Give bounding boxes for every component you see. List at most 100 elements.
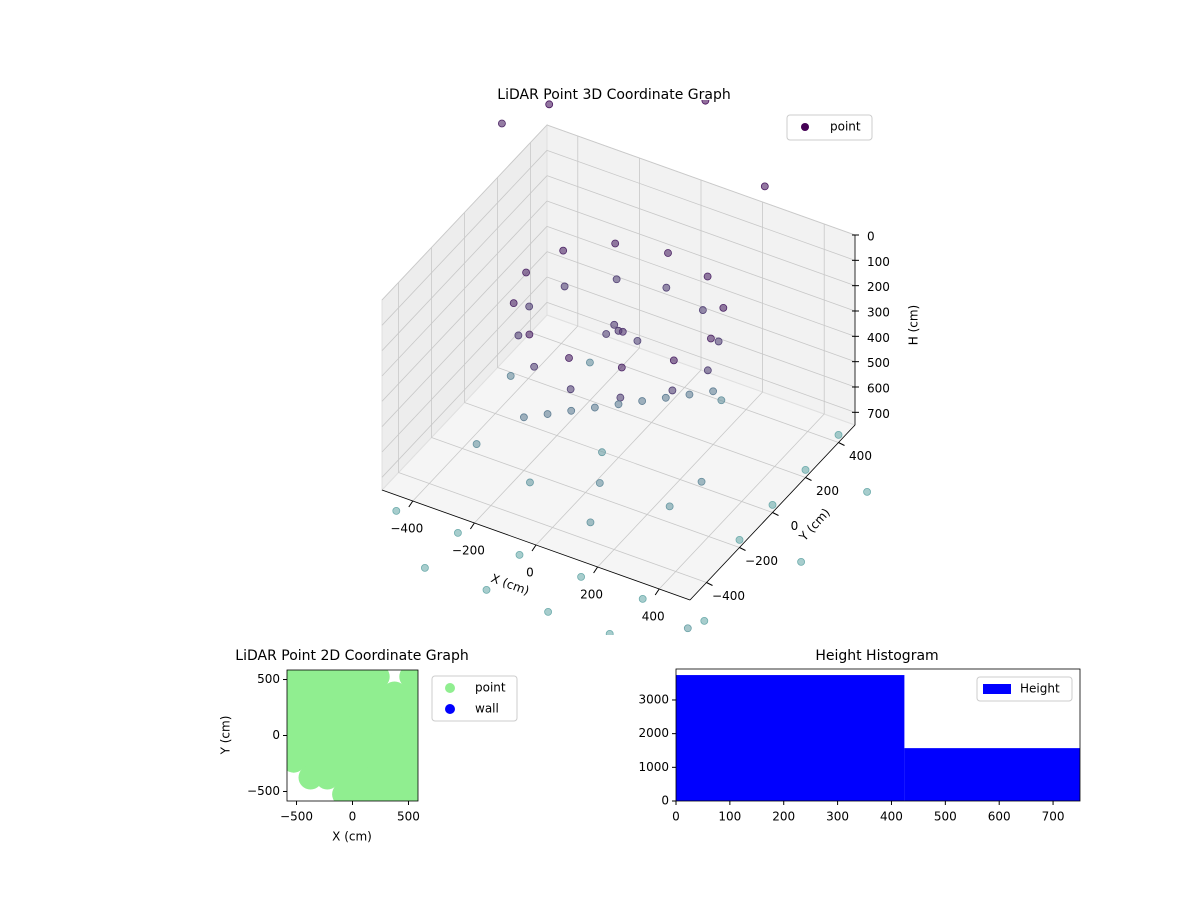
z-tick-label: 500 [867,356,890,370]
point [420,564,429,572]
point [514,331,523,340]
x-tick-label: 0 [672,810,680,824]
point [545,100,554,109]
point [714,337,723,346]
legend-box [976,676,1073,702]
point [315,715,340,740]
z-tick-label: 200 [867,280,890,294]
legend-marker [801,123,809,131]
point [382,731,407,756]
point [509,299,518,308]
z-axis-label: H (cm) [907,305,921,346]
x-tick-label: 200 [580,588,603,602]
point [298,698,323,723]
axis-line [689,424,856,601]
grid-line [381,175,548,351]
point [701,100,710,105]
point [365,715,390,740]
point [697,477,706,486]
z-tick-label: 100 [867,255,890,269]
grid-line [546,149,856,261]
grid-line [381,124,548,301]
plot-frame [675,668,1081,802]
y-tick-label: 0 [661,794,669,808]
point [611,239,620,248]
x-tick-label: 400 [642,610,665,624]
point [525,330,534,339]
point [453,529,462,537]
point [315,765,340,790]
tick-mark [772,512,779,516]
y-tick-label: −200 [745,554,778,568]
x-tick-label: −500 [280,810,313,824]
y-tick-label: 0 [272,728,280,742]
grid-line [546,301,856,413]
point [497,119,506,128]
point [348,731,373,756]
point [365,681,390,706]
point [365,765,390,790]
point [586,358,594,367]
z-tick-label: 400 [867,331,890,345]
point [348,681,373,706]
x-tick-label: 500 [397,810,420,824]
point [332,731,357,756]
point [698,306,707,314]
points [287,670,418,801]
point [472,440,481,448]
tick-mark [593,566,599,574]
point [661,393,670,402]
point [707,334,715,343]
point [298,681,323,706]
point [348,748,373,773]
grid-line [381,302,548,478]
tick-mark [408,500,414,508]
grid-line [381,276,548,453]
point [348,698,373,723]
point [365,731,390,756]
point [668,386,677,395]
y-tick-label: 3000 [638,692,669,706]
grid-line [546,276,856,388]
point [565,354,573,362]
point [669,356,678,365]
chart-title: Height Histogram [815,648,938,664]
point [586,518,595,527]
point [332,681,357,706]
point [709,387,717,396]
point [595,479,604,487]
grid-line [546,225,856,337]
legend-label: point [475,681,506,695]
point [560,282,569,291]
chart-title: LiDAR Point 3D Coordinate Graph [497,87,730,103]
point [530,362,539,371]
point [665,502,674,511]
point [662,283,671,292]
y-tick-label: 0 [791,519,799,533]
legend-label: Height [1020,682,1060,696]
point [664,249,672,257]
y-tick-label: −400 [712,589,745,603]
grid-line [431,437,740,548]
point [703,272,712,281]
grid-line [546,175,856,287]
legend-marker [983,684,1011,694]
legend-label: point [830,120,861,134]
tick-mark [739,547,746,551]
point [506,372,515,380]
x-tick-label: 600 [988,810,1011,824]
grid-line [398,472,707,583]
point [735,536,744,544]
point [515,551,524,559]
tick-mark [469,522,475,530]
y-tick-label: 2000 [638,726,669,740]
point [365,698,390,723]
z-tick-label: 0 [867,230,875,244]
legend-label: wall [475,702,499,716]
point [590,403,599,412]
point [618,327,627,336]
legend-box [786,114,873,141]
point [612,275,621,284]
point [633,336,642,345]
x-tick-label: 0 [349,810,357,824]
